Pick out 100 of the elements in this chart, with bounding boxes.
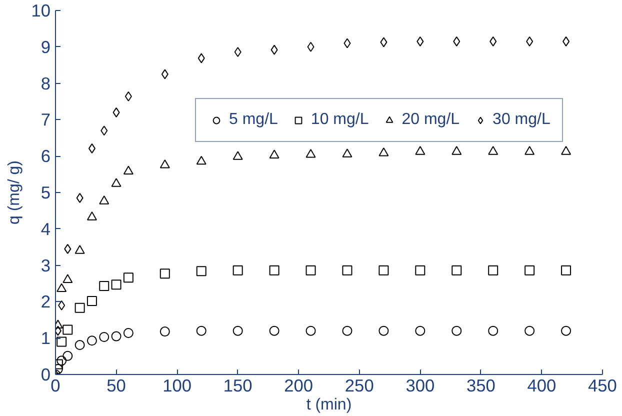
point — [124, 91, 132, 102]
point — [526, 36, 534, 46]
x-tick-label: 400 — [527, 376, 556, 396]
legend-label: 30 mg/L — [492, 111, 550, 129]
point — [99, 281, 110, 292]
point — [112, 107, 120, 118]
point — [306, 148, 316, 158]
y-tick-label: 4 — [40, 218, 51, 239]
point — [62, 324, 73, 335]
y-tick-label: 9 — [40, 36, 51, 57]
point — [111, 280, 122, 290]
point — [415, 146, 426, 155]
point — [488, 265, 498, 276]
x-tick-label: 100 — [162, 376, 192, 396]
point — [56, 336, 67, 347]
point — [269, 326, 280, 336]
point — [378, 147, 389, 156]
point — [270, 44, 278, 55]
point — [161, 69, 168, 80]
point — [452, 146, 462, 155]
point — [196, 326, 206, 336]
point — [160, 326, 170, 337]
point — [160, 160, 170, 168]
point — [307, 42, 314, 52]
y-tick-label: 10 — [31, 0, 51, 20]
point — [56, 283, 67, 292]
x-tick-label: 150 — [223, 376, 252, 396]
point — [562, 36, 570, 46]
point — [306, 326, 316, 336]
point — [111, 178, 122, 187]
point — [74, 245, 85, 254]
point — [561, 326, 572, 336]
point — [232, 265, 243, 276]
point — [198, 53, 205, 64]
point — [232, 326, 243, 336]
y-tick-label: 2 — [40, 292, 51, 312]
point — [452, 326, 462, 336]
point — [378, 265, 389, 276]
point — [342, 265, 352, 276]
point — [111, 331, 122, 342]
point — [123, 328, 134, 338]
point — [524, 326, 535, 336]
legend-label: 10 mg/L — [310, 111, 369, 129]
point — [160, 268, 170, 279]
point — [269, 150, 280, 158]
point — [86, 296, 97, 306]
y-tick-label: 1 — [40, 328, 51, 348]
x-tick-label: 50 — [106, 376, 126, 396]
x-axis-title: t (min) — [306, 396, 352, 414]
point — [524, 265, 535, 276]
point — [234, 46, 242, 57]
point — [86, 336, 97, 346]
point — [380, 37, 388, 48]
point — [76, 192, 84, 203]
point — [123, 166, 134, 174]
point — [488, 326, 498, 336]
point — [561, 146, 572, 155]
point — [306, 265, 316, 276]
x-tick-label: 450 — [588, 376, 617, 396]
legend-label: 20 mg/L — [402, 111, 460, 129]
point — [344, 38, 351, 48]
point — [196, 266, 206, 276]
y-tick-label: 5 — [40, 182, 51, 202]
y-axis-title: q (mg/ g) — [6, 160, 24, 225]
point — [416, 36, 424, 46]
point — [490, 36, 497, 46]
point — [488, 146, 498, 155]
y-tick-label: 8 — [40, 73, 51, 94]
point — [62, 350, 73, 361]
point — [100, 126, 108, 136]
point — [378, 326, 389, 336]
point — [123, 272, 134, 283]
x-tick-label: 350 — [466, 376, 496, 396]
point — [74, 340, 85, 350]
point — [58, 300, 66, 310]
point — [415, 265, 426, 276]
point — [453, 36, 460, 46]
point — [342, 326, 352, 336]
x-tick-label: 300 — [406, 376, 435, 396]
point — [56, 356, 67, 366]
point — [62, 274, 73, 283]
y-tick-label: 6 — [40, 146, 51, 166]
point — [74, 302, 85, 313]
x-tick-label: 250 — [344, 376, 374, 396]
point — [196, 156, 206, 165]
point — [99, 196, 110, 204]
point — [99, 332, 110, 342]
point — [88, 143, 96, 154]
point — [64, 244, 72, 254]
point — [524, 146, 535, 155]
point — [232, 151, 243, 160]
point — [269, 265, 280, 276]
point — [415, 326, 426, 336]
legend-label: 5 mg/L — [229, 111, 278, 129]
x-tick-label: 200 — [284, 376, 314, 396]
point — [86, 212, 97, 220]
y-tick-label: 7 — [40, 110, 51, 130]
point — [452, 265, 462, 276]
point — [561, 265, 572, 276]
point — [342, 148, 352, 158]
